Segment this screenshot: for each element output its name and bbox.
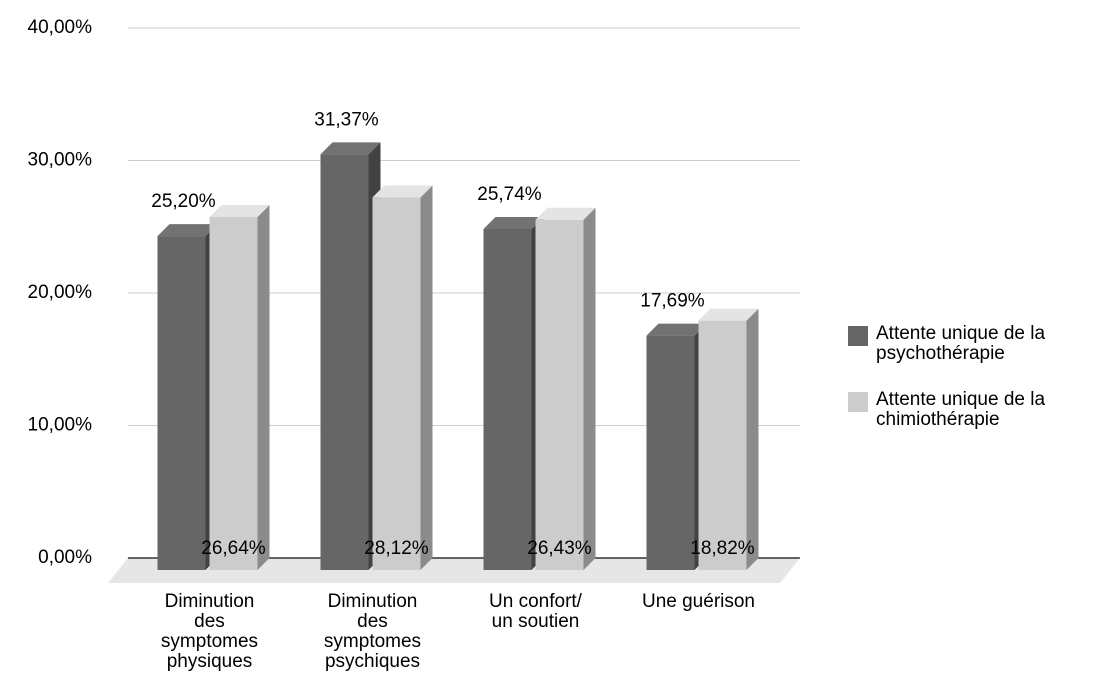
bar-face <box>583 207 596 571</box>
x-tick-label: Un confort/ un soutien <box>489 591 582 632</box>
x-tick-label: Diminution des symptomes physiques <box>160 591 259 672</box>
bar-face <box>646 323 707 336</box>
bar-face <box>420 185 433 570</box>
y-tick-label: 40,00% <box>28 17 93 38</box>
bar-face <box>157 224 218 237</box>
y-tick-label: 10,00% <box>28 415 93 436</box>
bar-face <box>320 154 369 570</box>
bar-face <box>746 308 759 570</box>
bar-face <box>320 142 381 155</box>
bar-face <box>372 197 421 570</box>
legend-swatch <box>848 326 868 346</box>
data-label: 26,64% <box>201 538 266 559</box>
data-label: 28,12% <box>364 538 429 559</box>
bar <box>209 205 270 570</box>
bar-face <box>257 205 270 570</box>
data-label: 18,82% <box>690 538 755 559</box>
bar-face <box>209 217 258 570</box>
bar-face <box>535 207 596 220</box>
legend-label: Attente unique de la psychothérapie <box>876 323 1046 364</box>
bar <box>535 207 596 571</box>
bar-face <box>698 308 759 321</box>
x-tick-label: Une guérison <box>641 591 756 612</box>
data-label: 31,37% <box>314 109 379 130</box>
bar <box>646 323 707 570</box>
bar-face <box>483 216 544 229</box>
bar <box>698 308 759 570</box>
bar-face <box>157 236 206 570</box>
legend-swatch <box>848 392 868 412</box>
data-label: 25,20% <box>151 191 216 212</box>
bar-face <box>209 205 270 218</box>
bar <box>483 216 544 570</box>
data-label: 17,69% <box>640 291 705 312</box>
data-label: 25,74% <box>477 184 542 205</box>
legend-label: Attente unique de la chimiothérapie <box>876 389 1046 430</box>
y-tick-label: 20,00% <box>28 282 93 303</box>
y-tick-label: 0,00% <box>38 547 92 568</box>
floor <box>108 558 800 583</box>
bar <box>157 224 218 570</box>
bar-face <box>483 228 532 570</box>
data-label: 26,43% <box>527 538 592 559</box>
bar-face <box>535 219 584 571</box>
bar <box>372 185 433 570</box>
bar-face <box>372 185 433 198</box>
y-tick-label: 30,00% <box>28 150 93 171</box>
bar <box>320 142 381 570</box>
bar-face <box>698 320 747 570</box>
x-tick-label: Diminution des symptomes psychiques <box>323 591 422 672</box>
bar-face <box>646 335 695 570</box>
